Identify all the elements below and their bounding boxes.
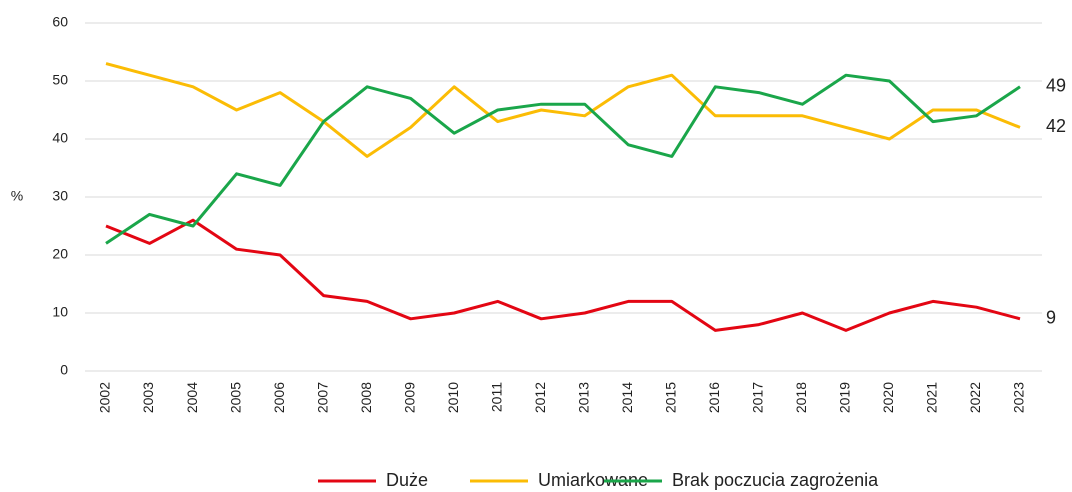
x-tick-label: 2014	[619, 382, 635, 413]
y-tick-label: 0	[60, 362, 68, 378]
y-axis-label: %	[11, 188, 23, 204]
x-tick-label: 2010	[445, 382, 461, 413]
legend-label: Umiarkowane	[538, 470, 648, 490]
x-tick-label: 2020	[880, 382, 896, 413]
x-tick-label: 2008	[358, 382, 374, 413]
series-line	[105, 62, 1021, 158]
end-label: 49	[1046, 76, 1066, 96]
y-tick-label: 30	[52, 188, 68, 204]
x-tick-label: 2012	[532, 382, 548, 413]
x-tick-label: 2021	[924, 382, 940, 413]
y-tick-label: 50	[52, 72, 68, 88]
y-tick-label: 40	[52, 130, 68, 146]
x-tick-label: 2011	[488, 382, 504, 412]
y-tick-label: 10	[52, 304, 68, 320]
x-tick-label: 2005	[227, 382, 243, 413]
y-tick-label: 20	[52, 246, 68, 262]
series-line	[105, 73, 1021, 245]
x-tick-label: 2006	[271, 382, 287, 413]
x-tick-label: 2022	[967, 382, 983, 413]
end-label: 9	[1046, 308, 1056, 328]
x-tick-label: 2019	[837, 382, 853, 413]
x-tick-label: 2003	[140, 382, 156, 413]
legend-label: Brak poczucia zagrożenia	[672, 470, 879, 490]
end-label: 42	[1046, 116, 1066, 136]
series-line	[105, 218, 1021, 332]
x-tick-label: 2018	[793, 382, 809, 413]
x-tick-label: 2002	[97, 382, 113, 413]
x-tick-label: 2016	[706, 382, 722, 413]
x-tick-label: 2007	[314, 382, 330, 413]
x-tick-label: 2015	[663, 382, 679, 413]
x-tick-label: 2009	[401, 382, 417, 413]
x-tick-label: 2023	[1011, 382, 1027, 413]
x-tick-label: 2017	[750, 382, 766, 413]
x-tick-label: 2004	[184, 382, 200, 413]
legend-label: Duże	[386, 470, 428, 490]
y-tick-label: 60	[52, 14, 68, 30]
x-tick-label: 2013	[575, 382, 591, 413]
